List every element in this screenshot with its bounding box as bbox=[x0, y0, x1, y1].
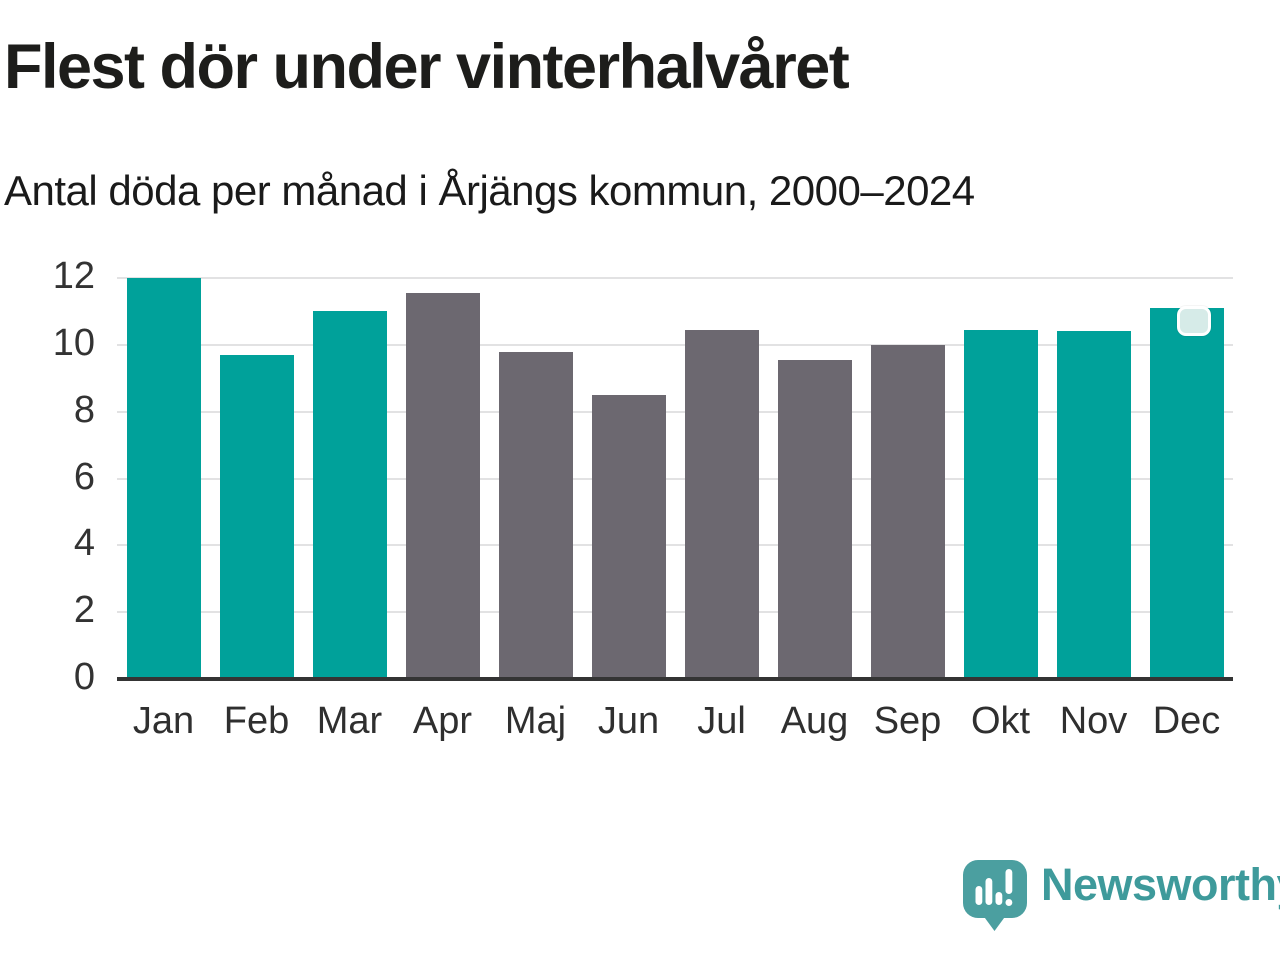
x-tick-label-apr: Apr bbox=[412, 700, 473, 742]
x-tick-label-feb: Feb bbox=[223, 700, 290, 742]
x-tick-label-maj: Maj bbox=[504, 700, 567, 742]
x-tick-label-sep: Sep bbox=[873, 700, 942, 742]
bar-jul bbox=[684, 329, 759, 679]
gridline-4 bbox=[117, 544, 1233, 547]
bar-okt bbox=[963, 329, 1038, 679]
x-axis-line bbox=[117, 677, 1233, 681]
chart-subtitle: Antal döda per månad i Årjängs kommun, 2… bbox=[4, 167, 975, 214]
y-tick-label-8: 8 bbox=[73, 388, 95, 431]
y-tick-label-12: 12 bbox=[52, 255, 95, 297]
bar-aug bbox=[777, 359, 852, 679]
bar-apr bbox=[405, 293, 480, 679]
x-tick-label-dec: Dec bbox=[1152, 700, 1221, 742]
chart-title: Flest dör under vinterhalvåret bbox=[4, 32, 850, 102]
bar-highlight-handle bbox=[1176, 306, 1211, 337]
x-tick-label-jun: Jun bbox=[597, 700, 660, 742]
y-tick-label-4: 4 bbox=[73, 522, 95, 565]
bar-mar bbox=[312, 311, 387, 679]
bar-dec bbox=[1149, 308, 1224, 679]
x-tick-label-jul: Jul bbox=[697, 700, 746, 742]
bar-maj bbox=[498, 351, 573, 679]
gridline-6 bbox=[117, 477, 1233, 480]
newsworthy-logo-icon bbox=[963, 860, 1027, 931]
bar-jan bbox=[126, 278, 201, 679]
plot-area bbox=[117, 277, 1233, 681]
bar-jun bbox=[591, 394, 666, 679]
newsworthy-brand: Newsworthy bbox=[962, 858, 1280, 933]
x-tick-label-okt: Okt bbox=[970, 700, 1031, 742]
y-tick-label-10: 10 bbox=[52, 321, 95, 364]
y-tick-label-6: 6 bbox=[73, 455, 95, 498]
bar-feb bbox=[219, 354, 294, 679]
gridline-8 bbox=[117, 410, 1233, 413]
gridline-2 bbox=[117, 611, 1233, 614]
bar-nov bbox=[1056, 331, 1131, 679]
bar-sep bbox=[870, 344, 945, 679]
y-tick-label-2: 2 bbox=[73, 589, 95, 632]
y-tick-label-0: 0 bbox=[73, 656, 95, 698]
newsworthy-wordmark: Newsworthy bbox=[1041, 859, 1280, 910]
x-tick-label-aug: Aug bbox=[780, 700, 849, 742]
x-tick-label-mar: Mar bbox=[316, 700, 383, 742]
x-tick-label-jan: Jan bbox=[132, 700, 195, 742]
gridline-12 bbox=[117, 277, 1233, 279]
gridline-10 bbox=[117, 343, 1233, 346]
x-tick-label-nov: Nov bbox=[1059, 700, 1128, 742]
